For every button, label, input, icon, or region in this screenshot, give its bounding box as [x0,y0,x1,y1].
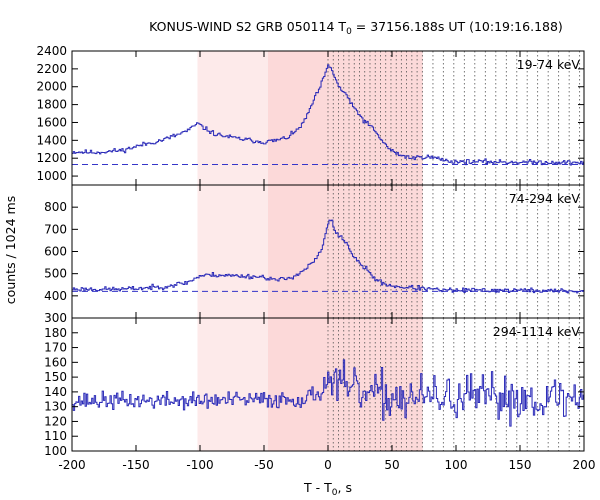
energy-band-label: 294-1114 keV [493,324,581,339]
x-tick-label: 50 [384,458,399,472]
highlight-burst [267,318,423,451]
y-axis-label: counts / 1024 ms [3,196,18,304]
highlight-pre-burst [197,185,268,318]
y-tick-label: 120 [44,414,67,428]
chart-title: KONUS-WIND S2 GRB 050114 T0 = 37156.188s… [149,19,563,37]
y-tick-label: 700 [44,222,67,236]
y-tick-label: 800 [44,200,67,214]
y-tick-label: 1800 [36,98,67,112]
y-tick-label: 140 [44,385,67,399]
x-tick-label: 0 [324,458,332,472]
y-tick-label: 130 [44,400,67,414]
y-tick-label: 110 [44,429,67,443]
y-tick-label: 100 [44,444,67,458]
x-axis-label: T - T0, s [303,480,352,498]
y-tick-label: 2000 [36,80,67,94]
light-curve-1 [72,64,584,166]
x-tick-label: -200 [58,458,85,472]
highlight-burst [267,185,423,318]
y-tick-label: 600 [44,245,67,259]
y-tick-label: 1600 [36,115,67,129]
energy-band-label: 19-74 keV [517,57,581,72]
highlight-pre-burst [197,51,268,185]
y-tick-label: 400 [44,289,67,303]
light-curve-3 [72,359,584,427]
x-tick-label: 200 [573,458,596,472]
x-tick-label: -50 [254,458,274,472]
y-tick-label: 1200 [36,151,67,165]
y-tick-label: 1400 [36,133,67,147]
energy-band-label: 74-294 keV [509,191,581,206]
y-tick-label: 180 [44,326,67,340]
y-tick-label: 170 [44,341,67,355]
panel-2: 300 400 500 600 700 800 74-294 keV [44,184,585,325]
y-tick-label: 2400 [36,44,67,58]
y-tick-label: 500 [44,267,67,281]
x-tick-label: -100 [186,458,213,472]
panel-1: 1000 1200 1400 1600 1800 2000 2200 2400 19-74 ke… [36,44,585,186]
y-tick-label: 2200 [36,62,67,76]
x-tick-label: 100 [445,458,468,472]
y-tick-label: 300 [44,311,67,325]
highlight-burst [267,51,423,185]
y-tick-label: 1000 [36,169,67,183]
x-tick-label: 150 [509,458,532,472]
x-tick-label: -150 [122,458,149,472]
y-tick-label: 160 [44,355,67,369]
highlight-pre-burst [197,318,268,451]
light-curve-2 [72,219,584,294]
y-tick-label: 150 [44,370,67,384]
